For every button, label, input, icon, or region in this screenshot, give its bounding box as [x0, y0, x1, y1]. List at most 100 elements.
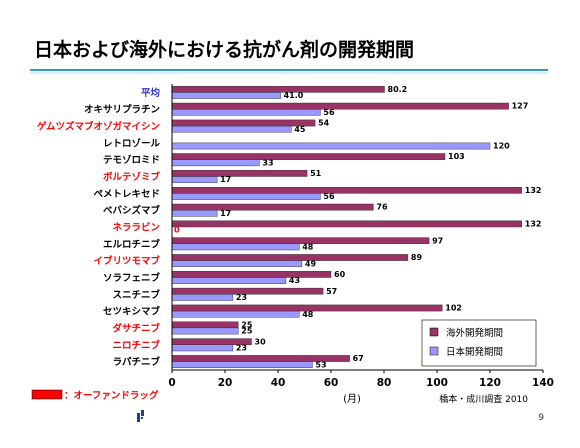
category-label: テモゾロミド — [103, 154, 160, 166]
source-note: 橋本・成川調査 2010 — [439, 393, 528, 405]
category-label: ニロチニブ — [112, 339, 160, 351]
x-axis-label: (月) — [343, 393, 361, 405]
value-label-japan: 0 — [174, 226, 180, 235]
legend-swatch-japan — [429, 346, 439, 356]
bar-japan — [171, 344, 234, 352]
bar-japan — [171, 277, 287, 284]
x-tick-label: 60 — [324, 377, 339, 389]
value-label-overseas: 54 — [318, 119, 330, 128]
value-label-overseas: 89 — [411, 253, 423, 262]
value-label-japan: 53 — [315, 360, 326, 369]
value-label-japan: 17 — [220, 209, 231, 218]
bar-japan — [171, 125, 292, 133]
bar-overseas — [171, 203, 374, 211]
bar-japan — [171, 176, 218, 183]
page-number: 9 — [538, 413, 544, 423]
value-label-japan: 120 — [493, 142, 510, 151]
x-tick-label: 40 — [271, 377, 286, 389]
category-label: ネララビン — [112, 222, 160, 234]
bar-overseas — [171, 153, 446, 160]
value-label-overseas: 132 — [525, 220, 542, 229]
value-label-overseas: 103 — [448, 152, 465, 161]
value-label-overseas: 60 — [334, 270, 346, 279]
value-label-japan: 25 — [241, 327, 253, 336]
bar-japan — [171, 159, 260, 167]
bar-overseas — [171, 220, 522, 228]
value-label-overseas: 67 — [353, 354, 364, 363]
value-label-overseas: 102 — [445, 304, 462, 313]
value-label-japan: 17 — [220, 175, 231, 184]
slide-title: 日本および海外における抗がん剤の開発期間 — [34, 38, 414, 61]
category-label: ゲムツズマブオゾガマイシン — [37, 121, 160, 133]
category-label: レトロゾール — [103, 137, 161, 149]
x-tick-label: 100 — [426, 377, 448, 389]
bar-japan — [171, 243, 300, 251]
value-label-overseas: 80.2 — [388, 85, 408, 94]
bar-overseas — [171, 271, 332, 278]
value-label-overseas: 132 — [525, 186, 542, 195]
value-label-overseas: 127 — [512, 102, 529, 111]
category-label: ラパチニブ — [113, 356, 161, 368]
value-label-japan: 56 — [323, 192, 335, 201]
category-labels: 平均オキサリプラチンゲムツズマブオゾガマイシンレトロゾールテモゾロミドボルテゾミ… — [37, 87, 161, 368]
bar-japan — [171, 92, 281, 99]
value-label-japan: 48 — [302, 243, 314, 252]
bar-overseas — [171, 237, 430, 245]
bar-japan — [171, 209, 218, 217]
category-label: ベバシズマブ — [103, 205, 161, 217]
category-label: ダサチニブ — [112, 322, 160, 334]
bar-japan — [171, 142, 491, 150]
bar-overseas — [171, 85, 385, 93]
value-labels: 80.2 41.0 127 56 54 45 120 103 33 51 17 132 56 76 17 13… — [174, 85, 542, 369]
value-label-japan: 23 — [236, 344, 247, 353]
bar-overseas — [171, 254, 409, 261]
x-tick-label: 20 — [218, 377, 233, 389]
category-label: スニチニブ — [112, 289, 160, 301]
logo-mark — [137, 410, 144, 422]
category-label: 平均 — [141, 87, 161, 99]
category-label: ボルテゾミブ — [103, 171, 161, 183]
value-label-japan: 23 — [236, 293, 247, 302]
bar-japan — [171, 294, 234, 301]
bar-overseas — [171, 186, 522, 194]
legend-label-overseas: 海外開発期間 — [446, 327, 503, 339]
legend-swatch-overseas — [429, 327, 439, 337]
x-tick-label: 0 — [168, 377, 175, 389]
bar-japan — [171, 108, 321, 116]
value-label-japan: 56 — [323, 108, 335, 117]
bar-overseas — [171, 170, 308, 177]
orphan-drug-legend-label: ：オーファンドラッグ — [64, 390, 159, 402]
x-axis-ticks: 0 20 40 60 80 100 120 140 — [168, 370, 554, 389]
x-tick-label: 140 — [532, 377, 554, 389]
value-label-japan: 33 — [262, 158, 273, 167]
value-label-japan: 45 — [294, 125, 306, 134]
legend-label-japan: 日本開発期間 — [446, 346, 503, 358]
category-label: オキサリプラチン — [84, 104, 160, 116]
bar-overseas — [171, 102, 509, 110]
x-tick-label: 120 — [479, 377, 501, 389]
bar-japan — [171, 361, 313, 369]
category-label: ソラフェニブ — [103, 272, 161, 284]
value-label-overseas: 25 — [241, 320, 253, 329]
bar-overseas — [171, 287, 324, 295]
category-label: エルロチニブ — [103, 238, 161, 250]
value-label-japan: 41.0 — [284, 91, 304, 100]
bar-overseas — [171, 321, 239, 329]
value-label-overseas: 57 — [326, 287, 337, 296]
x-tick-label: 80 — [377, 377, 392, 389]
legend: 海外開発期間 日本開発期間 — [421, 319, 537, 367]
value-label-japan: 49 — [305, 259, 317, 268]
category-label: ペメトレキセド — [93, 189, 160, 200]
bar-japan — [171, 260, 303, 268]
bar-japan — [171, 310, 300, 318]
value-label-japan: 43 — [289, 276, 300, 285]
value-label-overseas: 51 — [310, 169, 322, 178]
legend-box — [421, 319, 537, 367]
bar-japan — [171, 193, 321, 200]
orphan-drug-marker — [31, 389, 63, 400]
value-label-overseas: 30 — [255, 337, 267, 346]
value-label-overseas: 76 — [376, 203, 388, 212]
category-label: セツキシマブ — [103, 306, 161, 318]
category-label: イブリツモマブ — [93, 255, 160, 267]
